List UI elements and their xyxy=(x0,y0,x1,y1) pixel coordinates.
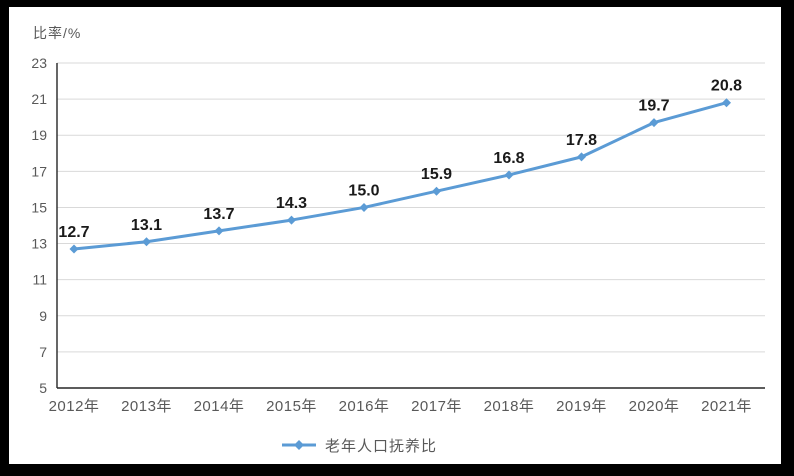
y-tick-label: 15 xyxy=(31,199,47,215)
line-chart-plot: 5 7 9 11 13 15 17 19 21 23 2012年 2013年 2014年 2015年 201… xyxy=(31,55,765,415)
x-tick-label: 2018年 xyxy=(484,398,535,415)
data-point-label: 14.3 xyxy=(276,195,307,212)
x-tick-label: 2013年 xyxy=(121,398,172,415)
data-point-label: 15.0 xyxy=(348,182,379,199)
data-point-marker xyxy=(359,202,369,212)
x-tick-label: 2015年 xyxy=(266,398,317,415)
y-tick-label: 7 xyxy=(39,344,47,360)
data-point-marker xyxy=(504,170,514,180)
y-tick-label: 13 xyxy=(31,236,47,252)
y-tick-label: 11 xyxy=(32,272,47,288)
legend-line-marker-icon xyxy=(282,440,316,450)
data-point-marker xyxy=(432,186,441,196)
x-tick-label: 2017年 xyxy=(411,398,462,415)
x-tick-label: 2020年 xyxy=(629,398,680,415)
x-tick-label: 2021年 xyxy=(701,398,752,415)
y-tick-label: 17 xyxy=(31,163,47,179)
data-point-label: 19.7 xyxy=(638,98,669,115)
y-tick-label: 5 xyxy=(39,380,47,396)
x-tick-label: 2012年 xyxy=(49,398,100,415)
y-tick-label: 23 xyxy=(31,55,47,71)
data-point-marker xyxy=(214,226,224,236)
data-point-label: 16.8 xyxy=(493,150,524,167)
y-tick-label: 9 xyxy=(39,308,47,324)
data-point-label: 15.9 xyxy=(421,166,452,183)
data-point-marker xyxy=(577,152,586,162)
data-point-marker xyxy=(287,215,296,225)
data-point-marker xyxy=(649,118,659,128)
data-point-marker xyxy=(142,237,151,247)
data-point-marker xyxy=(722,98,731,108)
data-point-label: 17.8 xyxy=(566,132,597,149)
data-point-label: 13.1 xyxy=(131,217,162,234)
x-tick-label: 2016年 xyxy=(339,398,390,415)
y-tick-label: 19 xyxy=(31,127,47,143)
x-tick-label: 2019年 xyxy=(556,398,607,415)
data-point-marker xyxy=(69,244,79,254)
y-tick-label: 21 xyxy=(31,91,47,107)
data-point-label: 20.8 xyxy=(711,78,742,95)
x-tick-label: 2014年 xyxy=(194,398,245,415)
series-line xyxy=(72,101,728,251)
y-axis-title: 比率/% xyxy=(33,25,82,41)
line-chart: 比率/% 5 7 9 11 13 15 17 19 21 23 2012年 2013年 2014年 201… xyxy=(9,7,781,464)
data-point-label: 12.7 xyxy=(58,224,89,241)
legend-series-label: 老年人口抚养比 xyxy=(325,437,438,455)
data-point-label: 13.7 xyxy=(203,206,234,223)
legend: 老年人口抚养比 xyxy=(281,436,438,455)
